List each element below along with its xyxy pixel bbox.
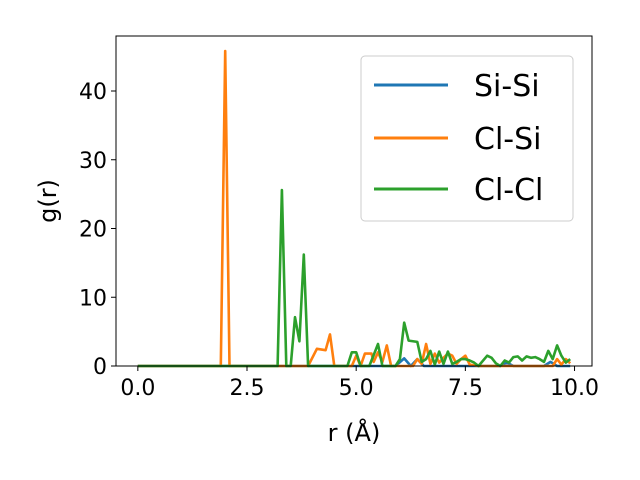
x-tick-label: 2.5 xyxy=(230,376,265,401)
x-tick-label: 5.0 xyxy=(339,376,374,401)
y-axis: 0 10 20 30 40 xyxy=(79,80,116,380)
y-tick-label: 20 xyxy=(79,218,107,243)
series-line-cl-cl xyxy=(137,188,572,368)
x-tick-label: 0.0 xyxy=(120,376,155,401)
legend-frame xyxy=(360,55,574,222)
x-tick-label: 7.5 xyxy=(448,376,483,401)
y-tick-label: 40 xyxy=(79,80,107,105)
legend-label-cl-cl: Cl-Cl xyxy=(474,173,543,208)
y-tick-label: 10 xyxy=(79,286,107,311)
y-tick-label: 0 xyxy=(93,355,107,380)
y-axis-label: g(r) xyxy=(34,179,62,223)
plot-frame xyxy=(115,35,593,367)
legend: Si-Si Cl-Si Cl-Cl xyxy=(360,55,574,222)
legend-label-cl-si: Cl-Si xyxy=(474,122,542,157)
x-tick-label: 10.0 xyxy=(550,376,599,401)
y-tick-label: 30 xyxy=(79,149,107,174)
legend-label-si-si: Si-Si xyxy=(474,69,540,104)
x-axis: 0.0 2.5 5.0 7.5 10.0 xyxy=(120,366,599,401)
x-axis-label: r (Å) xyxy=(328,418,381,447)
